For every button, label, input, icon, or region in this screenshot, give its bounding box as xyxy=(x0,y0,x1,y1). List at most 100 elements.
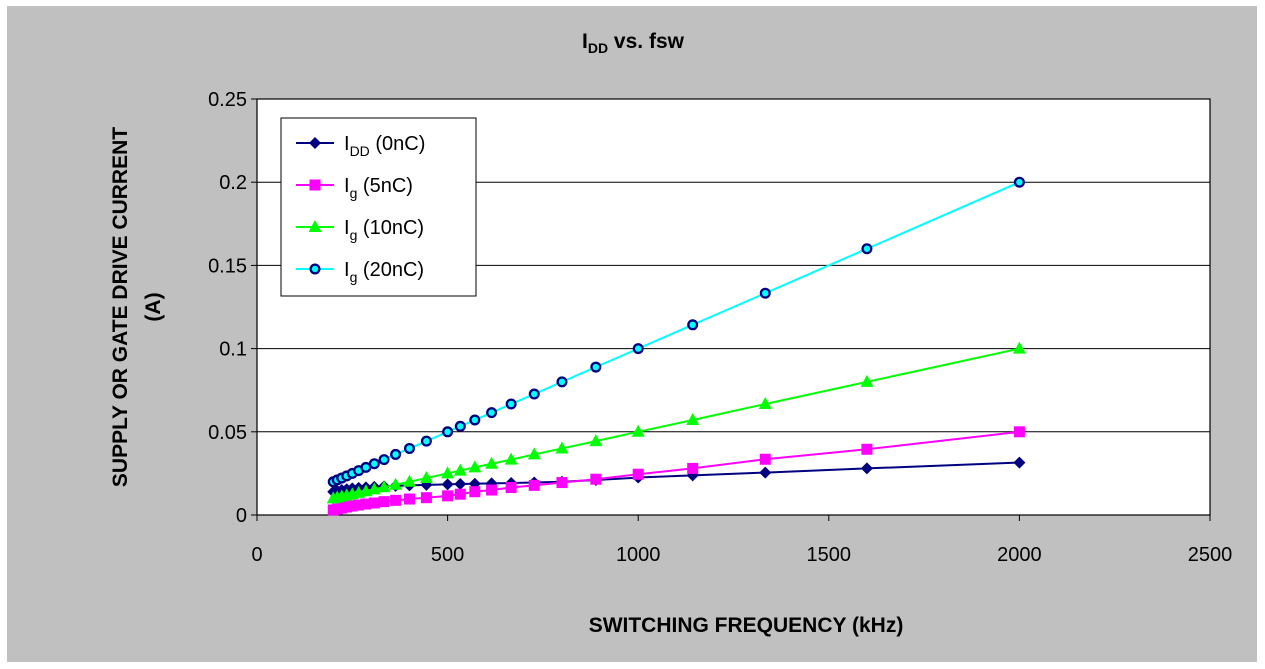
data-point xyxy=(441,466,455,479)
data-point-core xyxy=(371,460,378,467)
data-point xyxy=(442,490,454,502)
data-point xyxy=(1012,341,1026,354)
y-axis: 0 0.05 0.1 0.15 0.2 0.25 xyxy=(208,89,257,527)
data-point xyxy=(758,397,772,410)
data-point-core xyxy=(380,456,388,463)
data-point xyxy=(1013,456,1026,469)
legend-marker xyxy=(309,179,321,191)
y-axis-title: SUPPLY OR GATE DRIVE CURRENT xyxy=(109,127,132,487)
data-point-core xyxy=(531,390,538,398)
series-2 xyxy=(326,341,1026,504)
legend-marker-core xyxy=(311,265,319,273)
data-point xyxy=(486,484,498,496)
data-point xyxy=(527,447,541,460)
data-point xyxy=(341,501,353,513)
data-point xyxy=(367,482,381,495)
x-tick-label: 2000 xyxy=(997,544,1042,566)
data-point xyxy=(860,462,873,475)
data-point xyxy=(686,412,700,425)
data-point xyxy=(403,493,415,505)
data-point xyxy=(441,478,454,491)
data-point xyxy=(632,468,644,480)
data-point xyxy=(589,434,603,447)
data-point xyxy=(390,494,402,506)
x-axis: 0 500 1000 1500 2000 2500 xyxy=(251,515,1232,566)
data-point xyxy=(485,456,499,469)
data-point xyxy=(468,460,482,473)
data-point xyxy=(759,453,771,465)
legend-marker xyxy=(308,220,322,232)
data-point-core xyxy=(488,409,495,416)
data-point-core xyxy=(423,437,430,445)
data-point-core xyxy=(392,451,399,458)
x-tick-label: 1500 xyxy=(807,544,852,566)
data-point-core xyxy=(592,363,600,371)
data-point xyxy=(631,424,645,437)
data-point-core xyxy=(558,378,566,386)
data-point xyxy=(454,478,467,491)
x-tick-label: 500 xyxy=(431,544,464,566)
y-tick-label: 0.1 xyxy=(219,339,247,361)
legend-label: IDD (0nC) xyxy=(344,133,425,159)
x-tick-label: 2500 xyxy=(1188,544,1233,566)
legend-label: Ig (20nC) xyxy=(344,259,424,285)
data-point xyxy=(759,466,772,479)
data-point xyxy=(360,498,372,510)
y-tick-label: 0.25 xyxy=(208,89,247,111)
data-point xyxy=(389,477,403,490)
y-axis-title-unit: (A) xyxy=(142,292,165,321)
data-point xyxy=(528,479,540,491)
x-axis-title: SWITCHING FREQUENCY (kHz) xyxy=(589,614,904,637)
data-point xyxy=(368,497,380,509)
data-point xyxy=(378,496,390,508)
legend-label: Ig (10nC) xyxy=(344,217,424,243)
data-point-core xyxy=(355,467,362,474)
data-point xyxy=(453,463,467,476)
data-point xyxy=(861,443,873,455)
data-point xyxy=(860,374,874,387)
data-point xyxy=(420,492,432,504)
data-point-core xyxy=(457,423,464,430)
data-point-core xyxy=(689,321,696,329)
data-point xyxy=(555,441,569,454)
data-point xyxy=(556,477,568,489)
data-point-core xyxy=(635,345,642,352)
data-point xyxy=(1013,426,1025,438)
series-3 xyxy=(327,176,1025,488)
data-point-core xyxy=(762,289,769,297)
data-point xyxy=(590,473,602,485)
data-point xyxy=(454,488,466,500)
legend-entry-3: Ig (20nC) xyxy=(296,259,424,285)
data-point xyxy=(419,471,433,484)
y-tick-label: 0.15 xyxy=(208,255,247,277)
data-point xyxy=(469,486,481,498)
data-point-core xyxy=(444,428,451,435)
y-tick-label: 0.05 xyxy=(208,422,247,444)
legend-label: Ig (5nC) xyxy=(344,175,413,201)
legend-entry-0: IDD (0nC) xyxy=(296,133,425,159)
legend-marker xyxy=(309,137,321,149)
data-point xyxy=(377,480,391,493)
data-point xyxy=(353,499,365,511)
data-point xyxy=(504,452,518,465)
legend-entry-1: Ig (5nC) xyxy=(296,175,413,201)
data-point xyxy=(402,474,416,487)
data-point-core xyxy=(863,245,871,252)
data-point xyxy=(505,482,517,494)
data-point xyxy=(687,462,699,474)
chart-title: IDD vs. fsw xyxy=(582,30,685,56)
x-tick-label: 1000 xyxy=(616,544,661,566)
data-point-core xyxy=(1016,179,1023,186)
data-point xyxy=(346,500,358,512)
y-tick-label: 0.2 xyxy=(219,172,247,194)
data-point-core xyxy=(507,400,515,408)
data-point-core xyxy=(362,464,370,471)
data-point-core xyxy=(406,445,413,452)
series-1 xyxy=(327,426,1025,516)
x-tick-label: 0 xyxy=(251,544,262,566)
series-layer xyxy=(326,176,1026,516)
legend-entry-2: Ig (10nC) xyxy=(296,217,424,243)
legend: IDD (0nC) Ig (5nC) Ig (10nC) Ig (20nC) xyxy=(280,117,477,297)
data-point-core xyxy=(471,416,479,424)
